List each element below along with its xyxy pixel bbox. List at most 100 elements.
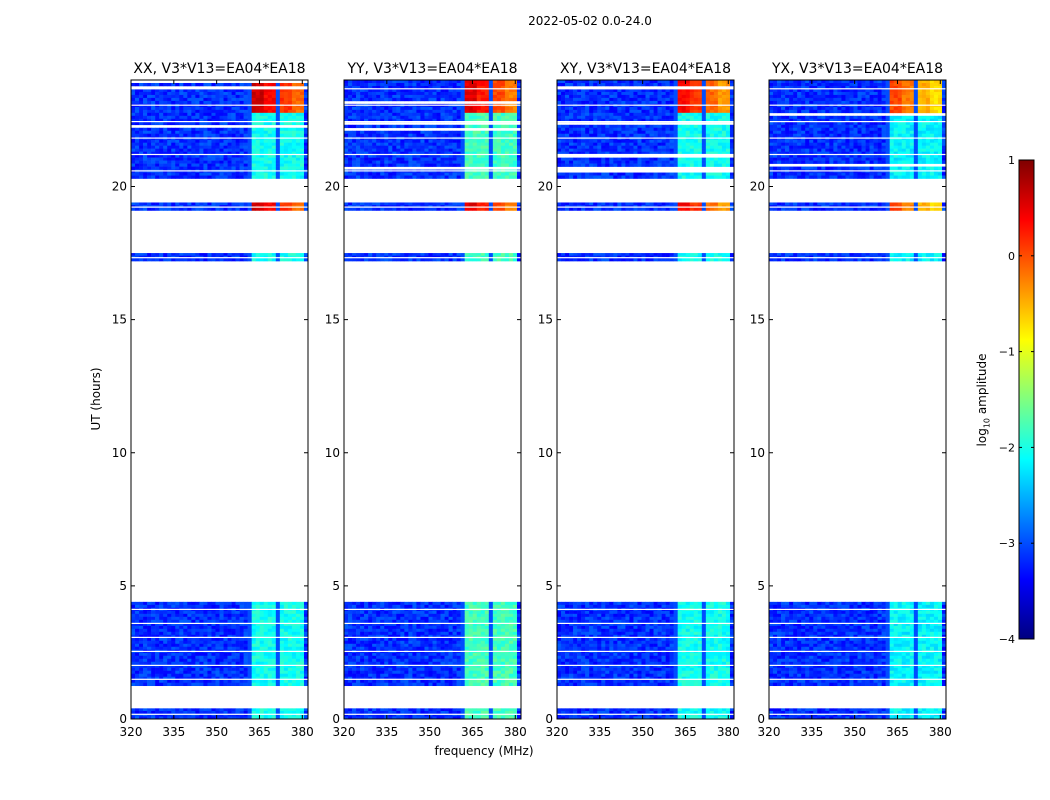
heatmap-cell: [279, 613, 285, 618]
heatmap-cell: [255, 82, 261, 87]
heatmap-cell: [500, 652, 506, 657]
heatmap-cell: [211, 679, 216, 684]
heatmap-cell: [512, 616, 518, 621]
heatmap-cell: [167, 207, 172, 211]
heatmap-cell: [279, 619, 285, 624]
heatmap-cell: [444, 258, 449, 262]
heatmap-cell: [472, 631, 478, 636]
heatmap-cell: [219, 202, 224, 206]
heatmap-cell: [299, 109, 305, 114]
heatmap-cell: [444, 670, 449, 675]
heatmap-cell: [191, 646, 196, 651]
heatmap-cell: [516, 658, 522, 663]
heatmap-cell: [251, 667, 256, 672]
heatmap-cell: [356, 601, 361, 606]
heatmap-cell: [187, 652, 192, 657]
heatmap-cell: [279, 88, 285, 93]
heatmap-cell: [199, 258, 204, 262]
heatmap-cell: [223, 106, 228, 111]
heatmap-cell: [464, 207, 469, 211]
heatmap-cell: [267, 118, 273, 123]
heatmap-cell: [147, 151, 152, 155]
heatmap-cell: [283, 253, 289, 257]
heatmap-cell: [368, 88, 373, 93]
heatmap-cell: [376, 625, 381, 630]
heatmap-cell: [376, 643, 381, 648]
heatmap-cell: [183, 711, 188, 714]
heatmap-cell: [211, 97, 216, 102]
heatmap-cell: [263, 616, 269, 621]
heatmap-cell: [396, 713, 401, 717]
heatmap-cell: [380, 708, 385, 712]
heatmap-cell: [275, 133, 281, 138]
heatmap-cell: [187, 622, 192, 627]
heatmap-cell: [263, 631, 269, 636]
heatmap-cell: [135, 145, 140, 149]
heatmap-cell: [147, 157, 152, 161]
heatmap-cell: [412, 610, 417, 615]
heatmap-cell: [155, 160, 160, 164]
heatmap-cell: [396, 616, 401, 621]
heatmap-cell: [512, 207, 518, 211]
heatmap-cell: [400, 628, 405, 633]
heatmap-cell: [263, 88, 269, 93]
heatmap-cell: [368, 716, 373, 720]
heatmap-cell: [207, 711, 212, 714]
heatmap-cell: [464, 88, 469, 93]
heatmap-cell: [223, 658, 228, 663]
heatmap-cell: [215, 670, 220, 675]
heatmap-cell: [247, 640, 252, 645]
heatmap-cell: [368, 94, 373, 99]
heatmap-cell: [348, 601, 353, 606]
heatmap-cell: [155, 628, 160, 633]
heatmap-cell: [400, 91, 405, 96]
heatmap-cell: [303, 622, 309, 627]
heatmap-cell: [299, 604, 305, 609]
heatmap-cell: [203, 145, 208, 149]
heatmap-cell: [263, 679, 269, 684]
heatmap-cell: [295, 604, 301, 609]
heatmap-cell: [183, 628, 188, 633]
heatmap-cell: [183, 643, 188, 648]
heatmap-cell: [295, 82, 301, 87]
heatmap-cell: [279, 713, 285, 717]
y-tick-label: 0: [119, 712, 127, 726]
heatmap-cell: [344, 713, 349, 717]
heatmap-cell: [299, 682, 305, 687]
heatmap-cell: [416, 673, 421, 678]
heatmap-cell: [163, 133, 168, 138]
x-tick-label: 365: [248, 725, 271, 739]
heatmap-cell: [283, 643, 289, 648]
heatmap-cell: [279, 667, 285, 672]
heatmap-cell: [480, 207, 486, 211]
heatmap-cell: [299, 106, 305, 111]
heatmap-cell: [400, 708, 405, 712]
heatmap-cell: [476, 85, 482, 90]
heatmap-cell: [448, 604, 453, 609]
heatmap-cell: [508, 664, 514, 669]
heatmap-cell: [199, 622, 204, 627]
heatmap-cell: [183, 634, 188, 639]
heatmap-cell: [484, 628, 490, 633]
heatmap-cell: [291, 640, 297, 645]
heatmap-cell: [287, 655, 293, 660]
heatmap-cell: [239, 625, 244, 630]
heatmap-cell: [352, 682, 357, 687]
heatmap-cell: [440, 628, 445, 633]
heatmap-cell: [167, 127, 172, 132]
heatmap-cell: [195, 109, 200, 114]
heatmap-cell: [203, 664, 208, 669]
heatmap-cell: [135, 628, 140, 633]
heatmap-cell: [163, 100, 168, 105]
heatmap-cell: [155, 616, 160, 621]
heatmap-cell: [416, 670, 421, 675]
heatmap-cell: [231, 716, 236, 720]
heatmap-cell: [436, 91, 441, 96]
heatmap-cell: [139, 646, 144, 651]
heatmap-cell: [195, 142, 200, 146]
heatmap-cell: [227, 713, 232, 717]
heatmap-cell: [420, 716, 425, 720]
heatmap-cell: [167, 670, 172, 675]
heatmap-cell: [436, 628, 441, 633]
heatmap-cell: [151, 142, 156, 146]
